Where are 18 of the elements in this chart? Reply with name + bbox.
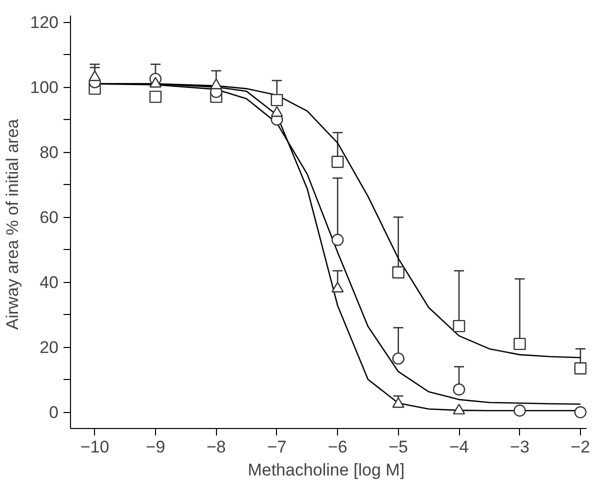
y-tick-label: 0 [49, 403, 59, 422]
x-tick-label: −8 [206, 438, 226, 456]
x-tick-label: −5 [388, 438, 408, 456]
x-tick-label: −7 [267, 438, 287, 456]
x-tick-label: −4 [449, 438, 469, 456]
y-tick-label: 80 [40, 143, 59, 162]
x-axis-title: Methacholine [log M] [248, 460, 405, 480]
y-tick-label: 100 [30, 78, 59, 98]
x-tick-label: −9 [146, 438, 166, 456]
y-tick-label: 120 [30, 13, 59, 32]
x-tick-label: −3 [510, 438, 530, 456]
y-axis-title: Airway area % of initial area [3, 118, 22, 330]
y-tick-label: 60 [40, 208, 59, 228]
x-tick-label: −2 [570, 438, 590, 456]
y-tick-label: 20 [40, 338, 59, 358]
y-tick-label: 40 [40, 273, 59, 292]
x-tick-label: −10 [80, 438, 110, 456]
x-tick-label: −6 [328, 438, 348, 456]
